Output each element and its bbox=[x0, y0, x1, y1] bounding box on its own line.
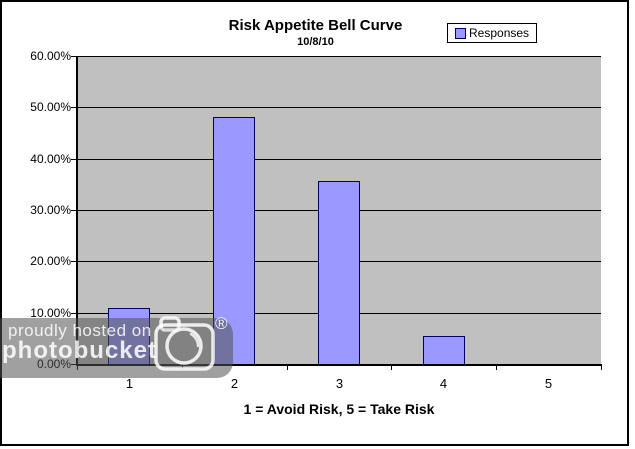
x-axis-label: 5 bbox=[544, 376, 553, 391]
x-axis-label: 2 bbox=[230, 376, 239, 391]
y-axis-label: 40.00% bbox=[30, 152, 71, 166]
y-tick bbox=[71, 159, 77, 160]
y-gridline bbox=[77, 56, 601, 57]
y-axis-label: 20.00% bbox=[30, 254, 71, 268]
watermark-text-line2: photobucket bbox=[2, 337, 157, 364]
x-axis-label: 4 bbox=[439, 376, 448, 391]
x-axis-title: 1 = Avoid Risk, 5 = Take Risk bbox=[243, 401, 435, 417]
legend: Responses bbox=[447, 23, 537, 43]
x-axis-label: 3 bbox=[335, 376, 344, 391]
x-tick bbox=[391, 365, 392, 370]
y-tick bbox=[71, 261, 77, 262]
bar-category-3 bbox=[318, 181, 360, 365]
y-axis-line bbox=[76, 57, 78, 366]
x-tick bbox=[601, 365, 602, 370]
x-axis-line bbox=[76, 364, 602, 366]
legend-label: Responses bbox=[469, 26, 530, 40]
y-axis-label: 60.00% bbox=[30, 49, 71, 63]
y-axis-label: 50.00% bbox=[30, 100, 71, 114]
x-axis-label: 1 bbox=[125, 376, 134, 391]
y-axis-label: 10.00% bbox=[30, 306, 71, 320]
registered-trademark-icon: ® bbox=[215, 314, 228, 333]
y-axis-label: 30.00% bbox=[30, 203, 71, 217]
camera-icon bbox=[153, 315, 217, 378]
y-tick bbox=[71, 56, 77, 57]
y-tick bbox=[71, 210, 77, 211]
chart-title: Risk Appetite Bell Curve bbox=[228, 17, 403, 34]
legend-swatch-icon bbox=[455, 28, 466, 39]
x-tick bbox=[496, 365, 497, 370]
y-gridline bbox=[77, 159, 601, 160]
y-gridline bbox=[77, 107, 601, 108]
y-tick bbox=[71, 313, 77, 314]
bar-category-4 bbox=[423, 336, 465, 365]
y-tick bbox=[71, 107, 77, 108]
x-tick bbox=[287, 365, 288, 370]
watermark-text-line1: proudly hosted on bbox=[8, 321, 152, 340]
chart-subtitle: 10/8/10 bbox=[297, 36, 334, 48]
